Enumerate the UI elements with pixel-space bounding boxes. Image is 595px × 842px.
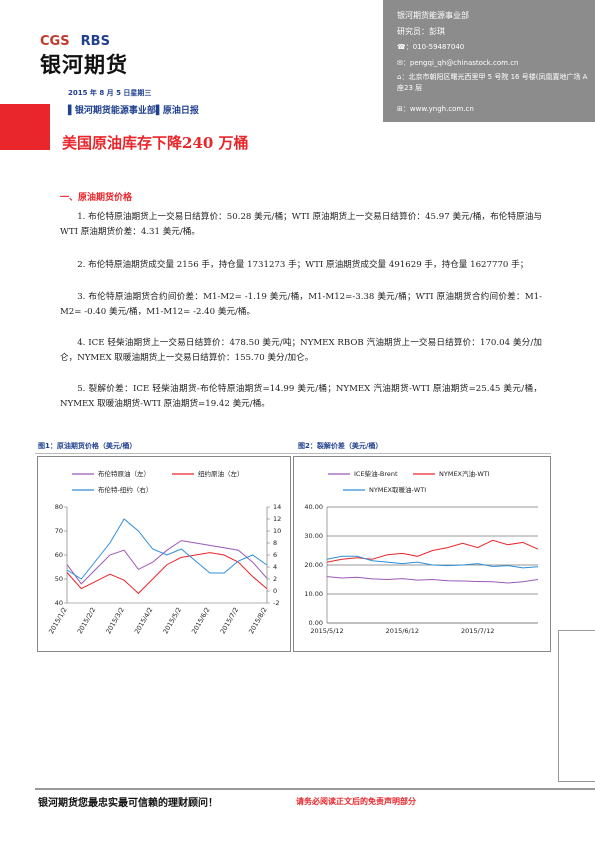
x-tick-label: 2015/3/2 [104,606,126,635]
section-heading: 一、原油期货价格 [60,193,133,203]
y2-tick-label: 4 [273,563,277,571]
x-tick-label: 2015/8/2 [247,606,269,635]
footer-rule [35,788,595,790]
y-tick-label: 60 [55,551,63,559]
y-tick-label: 50 [55,575,63,583]
y-tick-label: 40 [55,599,63,607]
y2-tick-label: -2 [273,599,279,607]
figure-caption: 图2：裂解价差（美元/桶） [298,442,383,450]
y2-tick-label: 6 [273,551,277,559]
chart: 0.00 10.00 20.00 30.00 40.00 2015/5/12 2015/6/… [293,456,551,652]
y-tick-label: 0.00 [309,619,323,627]
legend-label: NYMEX汽油-WTI [439,469,490,478]
phone-row: ☎：010-59487040 [397,43,465,51]
paragraph: 2. 布伦特原油期货成交量 2156 手，持仓量 1731273 手；WTI 原… [77,260,529,270]
x-tick-label: 2015/7/2 [219,606,241,635]
y-tick-label: 10.00 [304,590,323,598]
red-block [0,104,50,150]
side-box [558,630,595,782]
x-tick-label: 2015/5/12 [310,627,343,635]
figure-caption: 图1：原油期货价格（美元/桶） [38,442,137,450]
paragraph: 1. 布伦特原油期货上一交易日结算价：50.28 美元/桶；WTI 原油期货上一… [60,212,542,237]
paragraph: 5. 裂解价差：ICE 轻柴油期货-布伦特原油期货=14.99 美元/桶；NYM… [60,384,542,409]
line-series [326,555,539,569]
logo-brand: RBS [80,34,110,49]
y2-tick-label: 14 [273,503,281,511]
x-tick-label: 2015/7/12 [461,627,494,635]
legend-label: 布伦特-纽约（右） [98,485,152,494]
line-series [66,518,268,580]
y-tick-label: 40.00 [304,503,323,511]
email-row: ✉：pengqi_qh@chinastock.com.cn [397,59,519,67]
y2-tick-label: 8 [273,539,277,547]
line-series [326,539,539,563]
website: www.yngh.com.cn [409,105,474,113]
address: 北京市朝阳区曙光西里甲 5 号院 16 号楼(凤凰置地广场 A 座23 层 [397,73,588,92]
footer-disclaimer: 请务必阅读正文后的免责声明部分 [296,796,416,806]
x-tick-label: 2015/6/12 [386,627,419,635]
y-tick-label: 20.00 [304,561,323,569]
address-row: ⌂：北京市朝阳区曙光西里甲 5 号院 16 号楼(凤凰置地广场 A 座23 层 [397,73,588,92]
legend-label: ICE柴油-Brent [354,469,398,478]
contact-box: 银河期货能源事业部 研究员：彭琪 ☎：010-59487040 ✉：pengqi… [383,0,595,122]
paragraph: 3. 布伦特原油期货合约间价差：M1-M2= -1.19 美元/桶，M1-M12… [60,292,542,317]
legend-label: 纽约原油（左） [198,469,244,478]
legend-label: NYMEX取暖油-WTI [369,485,426,494]
y2-tick-label: 2 [273,575,277,583]
y2-tick-label: 10 [273,527,281,535]
line-series [66,540,268,585]
y2-tick-label: 0 [273,587,277,595]
email: pengqi_qh@chinastock.com.cn [409,59,519,67]
line-series [66,552,268,595]
legend-label: 布伦特原油（左） [98,469,150,478]
y-tick-label: 80 [55,503,63,511]
website-row: ⊞：www.yngh.com.cn [397,105,474,113]
x-tick-label: 2015/6/2 [190,606,212,635]
rule [35,453,551,454]
y-tick-label: 30.00 [304,532,323,540]
footer-slogan: 银河期货您最忠实最可信赖的理财顾问！ [38,798,218,809]
researcher: 研究员：彭琪 [397,27,445,36]
logo: CGS RBS 银河期货 [40,30,128,79]
logo-name: 银河期货 [40,53,128,77]
dept: 银河期货能源事业部 [397,11,469,20]
x-tick-label: 2015/1/2 [47,606,69,635]
y2-tick-label: 12 [273,515,281,523]
date: 2015 年 8 月 5 日星期三 [68,89,152,97]
chart: 40 50 60 70 80 -2 0 2 4 6 8 10 12 14 2015/1/2 2015/2/2 2… [37,456,291,652]
y-tick-label: 70 [55,527,63,535]
dept-line: ▌银河期货能源事业部▌原油日报 [68,106,199,116]
x-tick-label: 2015/5/2 [161,606,183,635]
x-tick-label: 2015/2/2 [76,606,98,635]
phone: 010-59487040 [412,43,465,51]
x-tick-label: 2015/4/2 [133,606,155,635]
title: 美国原油库存下降240 万桶 [62,134,249,152]
logo-brand: CGS [40,34,70,49]
paragraph: 4. ICE 轻柴油期货上一交易日结算价：478.50 美元/吨；NYMEX R… [60,338,542,363]
line-series [326,576,539,584]
